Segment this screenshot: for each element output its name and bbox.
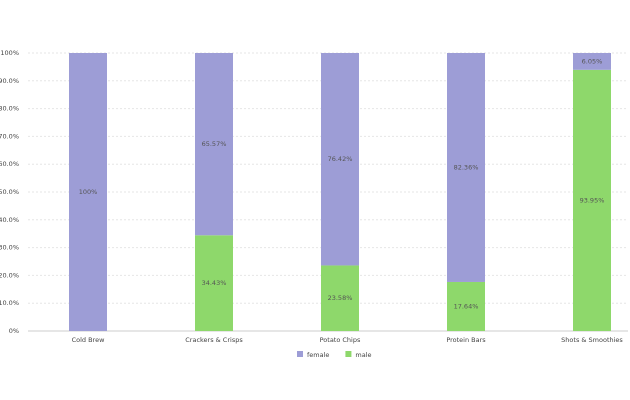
y-tick-label: 60.0% — [0, 160, 19, 168]
x-tick-label: Potato Chips — [320, 336, 361, 344]
y-tick-label: 50.0% — [0, 188, 19, 196]
bar-segment — [321, 265, 359, 331]
bar-segment — [69, 53, 107, 331]
y-tick-label: 30.0% — [0, 244, 19, 252]
y-tick-label: 80.0% — [0, 105, 19, 113]
x-tick-label: Crackers & Crisps — [185, 336, 243, 344]
legend-label: male — [355, 351, 371, 359]
y-tick-label: 70.0% — [0, 132, 19, 140]
bar-segment — [573, 53, 611, 70]
value-label: 82.36% — [454, 163, 479, 171]
bar-segment — [573, 69, 611, 331]
y-tick-label: 20.0% — [0, 271, 19, 279]
bar-segment — [321, 53, 359, 266]
value-label: 23.58% — [328, 294, 353, 302]
x-tick-label: Shots & Smoothies — [561, 336, 623, 344]
value-label: 17.64% — [454, 302, 479, 310]
y-tick-label: 90.0% — [0, 77, 19, 85]
y-tick-label: 10.0% — [0, 299, 19, 307]
legend-swatch — [345, 351, 352, 357]
y-tick-label: 40.0% — [0, 216, 19, 224]
value-label: 6.05% — [582, 57, 603, 65]
value-label: 65.57% — [202, 140, 227, 148]
value-label: 100% — [79, 188, 98, 196]
bar-segment — [447, 281, 485, 331]
bar-segment — [447, 53, 485, 282]
y-tick-label: 0% — [9, 327, 19, 335]
x-tick-label: Protein Bars — [446, 336, 486, 344]
legend-label: female — [307, 351, 329, 359]
bar-segment — [195, 235, 233, 331]
bar-segment — [195, 53, 233, 236]
y-tick-label: 100% — [0, 49, 19, 57]
value-label: 76.42% — [328, 155, 353, 163]
value-label: 93.95% — [580, 196, 605, 204]
x-tick-label: Cold Brew — [72, 336, 106, 344]
legend-swatch — [297, 351, 303, 357]
value-label: 34.43% — [202, 279, 227, 287]
